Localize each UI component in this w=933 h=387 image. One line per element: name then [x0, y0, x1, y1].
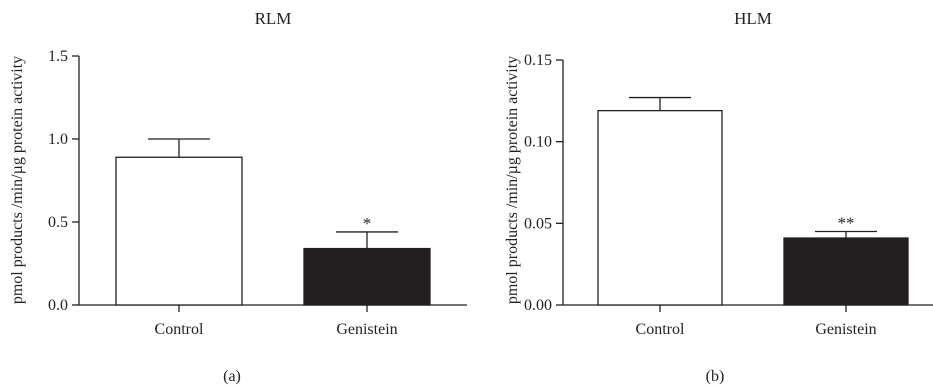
y-axis-label: pmol products /min/µg protein activity	[504, 56, 521, 304]
y-tick-label: 1.0	[48, 131, 68, 148]
x-tick-label: Genistein	[815, 321, 876, 338]
bar-genistein	[303, 247, 431, 306]
y-tick-label: 0.5	[48, 214, 68, 231]
chart-panel-b: HLM pmol products /min/µg protein activi…	[504, 9, 933, 385]
chart-panel-a: RLM pmol products /min/µg protein activi…	[9, 9, 467, 385]
bars: *	[115, 138, 431, 306]
panel-label: (a)	[223, 368, 241, 385]
x-tick-label: Genistein	[336, 321, 397, 338]
y-tick-label: 1.5	[48, 48, 68, 65]
y-axis-label: pmol products /min/µg protein activity	[9, 56, 26, 304]
significance-marker: *	[363, 214, 372, 233]
y-tick-label: 0.0	[48, 297, 68, 314]
bar-control	[115, 156, 243, 306]
bar-genistein	[783, 237, 909, 306]
panel-label: (b)	[706, 368, 725, 385]
chart-title: RLM	[255, 9, 292, 28]
chart-title: HLM	[734, 9, 772, 28]
significance-marker: **	[838, 214, 855, 233]
y-tick-label: 0.05	[524, 215, 552, 232]
x-tick-label: Control	[636, 321, 685, 338]
y-tick-label: 0.10	[524, 134, 552, 151]
y-tick-label: 0.15	[524, 52, 552, 69]
y-tick-label: 0.00	[524, 297, 552, 314]
bars: **	[597, 96, 909, 306]
bar-control	[597, 109, 723, 306]
x-tick-label: Control	[155, 321, 204, 338]
